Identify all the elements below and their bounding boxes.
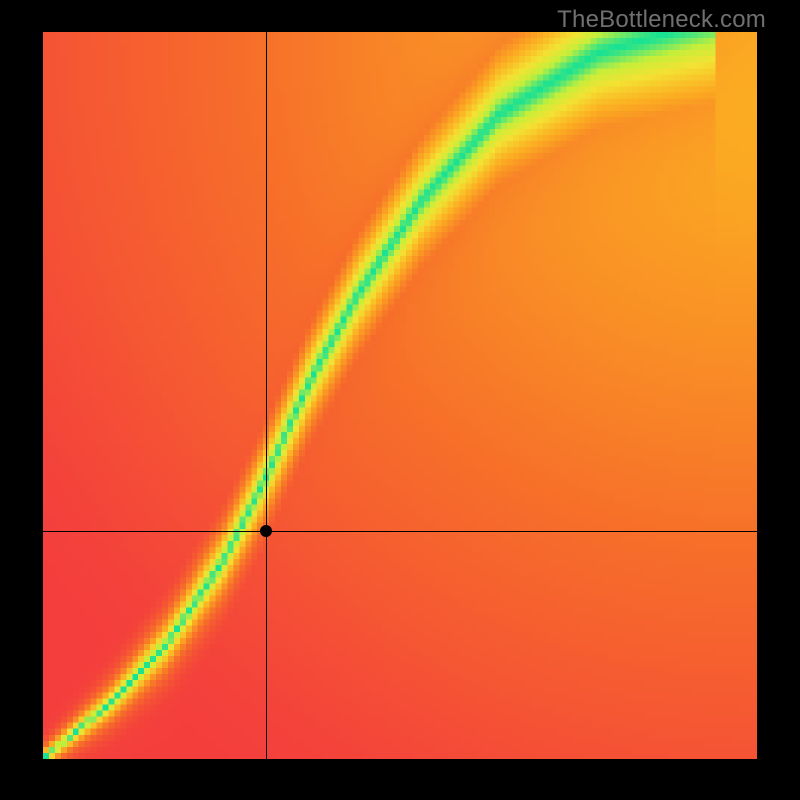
watermark-text: TheBottleneck.com (557, 6, 766, 34)
chart-container: { "watermark": { "text": "TheBottleneck.… (0, 0, 800, 800)
crosshair-vertical (266, 32, 267, 759)
crosshair-marker-dot (260, 525, 272, 537)
heatmap-canvas (43, 32, 757, 759)
plot-area (43, 32, 757, 759)
crosshair-horizontal (43, 531, 757, 532)
